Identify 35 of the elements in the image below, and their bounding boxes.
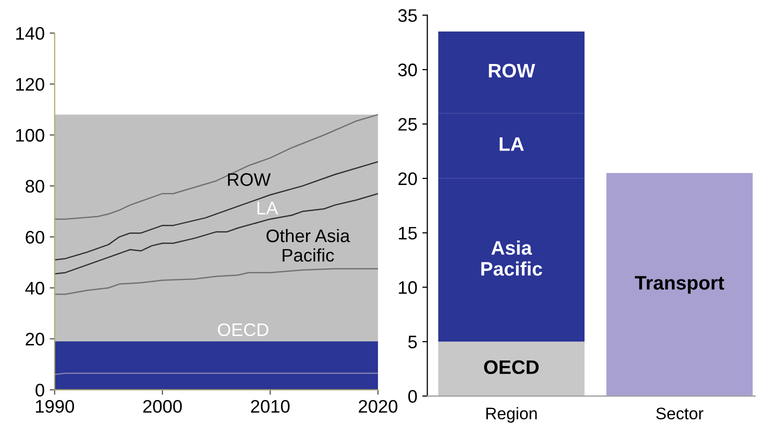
series-label: LA (500, 137, 524, 151)
series-label: Asia Pacific (481, 240, 542, 276)
y-tick-label: 100 (16, 128, 44, 142)
y-tick-label: 20 (26, 332, 44, 346)
x-tick-label: 2010 (251, 400, 290, 413)
y-tick-label: 40 (25, 282, 44, 295)
annotation: ROW (228, 173, 271, 186)
series-label: ROW (488, 64, 536, 78)
y-tick-label: 5 (408, 336, 417, 348)
line-series (54, 192, 378, 274)
y-tick-label: 0 (36, 384, 44, 397)
x-tick-label: 1990 (36, 400, 74, 413)
y-tick-label: 35 (398, 9, 417, 22)
y-tick-label: 80 (26, 180, 44, 193)
y-tick-label: 10 (398, 281, 417, 294)
line-series (54, 161, 378, 260)
x-tick-label: 2020 (358, 400, 398, 413)
y-tick-label: 0 (408, 390, 417, 403)
line-series (54, 114, 378, 220)
y-tick-label: 120 (16, 78, 44, 91)
x-tick-label: 2000 (143, 400, 182, 413)
annotation: LA (258, 202, 278, 214)
annotation: OECD (218, 323, 268, 336)
y-tick-label: 140 (16, 27, 44, 40)
line-series (54, 268, 378, 295)
y-tick-label: 25 (398, 118, 417, 131)
y-tick-label: 60 (26, 230, 44, 244)
y-tick-label: 15 (398, 226, 417, 240)
y-tick-label: 20 (398, 172, 417, 186)
series-label: Transport (634, 276, 724, 294)
series-label: OECD (484, 360, 539, 374)
annotation: Other Asia Pacific (266, 228, 350, 262)
x-tick-label: Sector (656, 408, 704, 420)
y-tick-label: 30 (398, 64, 417, 76)
x-tick-label: Region (486, 407, 537, 423)
